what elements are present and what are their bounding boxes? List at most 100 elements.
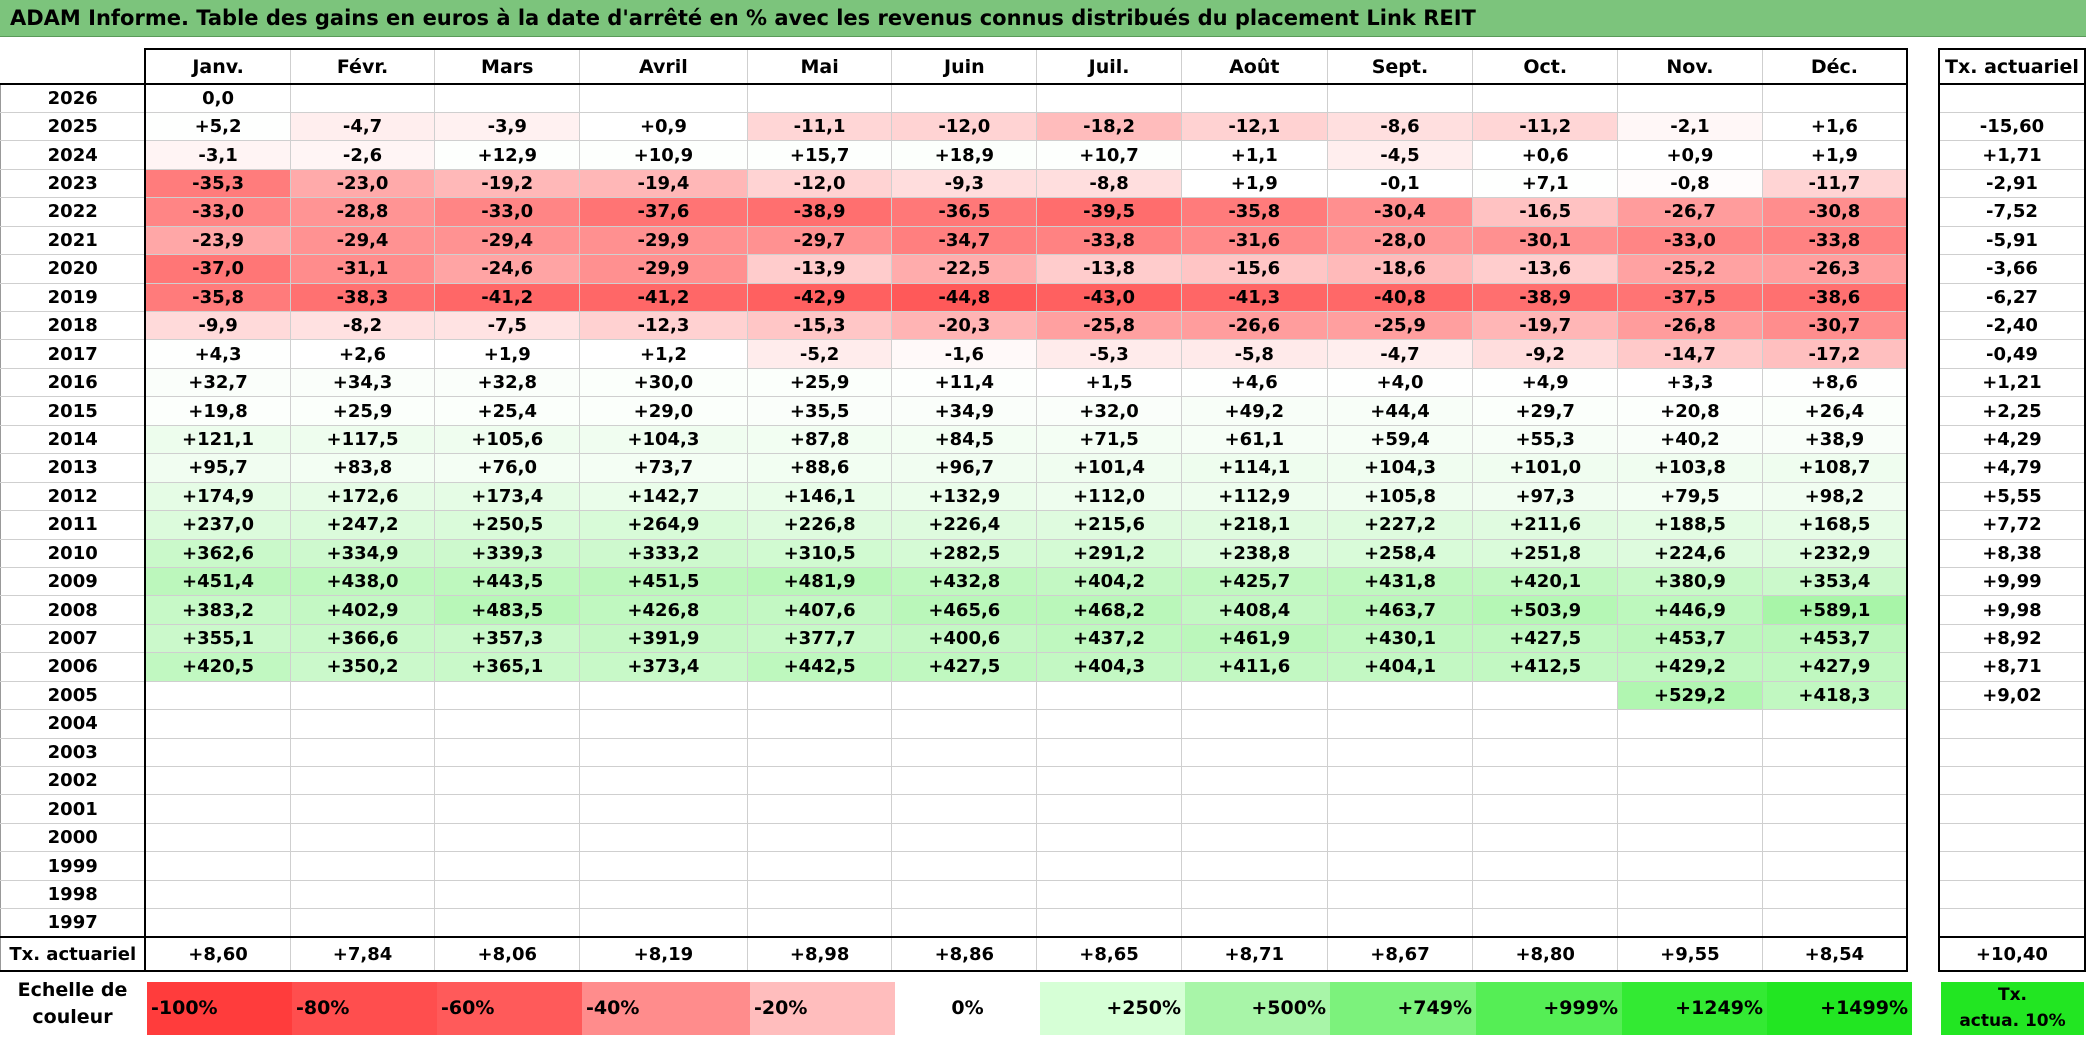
year-label: 2007 <box>0 623 147 654</box>
row-ta-value: -5,91 <box>1938 225 2086 256</box>
gain-cell: +400,6 <box>891 623 1038 654</box>
gain-cell: -25,8 <box>1036 310 1182 341</box>
gains-table: Janv. Févr. Mars Avril Mai Juin Juil. Août Sept.… <box>0 48 2086 973</box>
gain-cell <box>891 822 1038 853</box>
gain-cell: -35,8 <box>144 282 291 313</box>
gain-cell: -19,2 <box>434 168 581 199</box>
gain-cell <box>746 851 893 881</box>
gain-cell: -41,3 <box>1180 282 1328 313</box>
gain-cell: +503,9 <box>1472 595 1619 625</box>
gain-cell: +10,7 <box>1036 140 1182 170</box>
gain-cell <box>891 879 1038 910</box>
gain-cell: +20,8 <box>1617 396 1763 426</box>
gain-cell <box>1761 83 1908 113</box>
gain-cell: +353,4 <box>1761 566 1908 597</box>
gain-cell: -13,6 <box>1472 254 1619 284</box>
gain-cell: -28,8 <box>289 197 436 227</box>
gain-cell <box>1180 765 1328 796</box>
month-header: Juil. <box>1036 48 1182 85</box>
gain-cell <box>579 83 748 113</box>
gain-cell <box>289 908 436 938</box>
table-row: 2004 <box>0 709 2086 739</box>
gain-cell: +88,6 <box>746 453 893 483</box>
gain-cell: -41,2 <box>579 282 748 313</box>
footer-value: +9,55 <box>1617 936 1763 973</box>
column-gap <box>1906 851 1940 881</box>
gain-cell: +1,6 <box>1761 111 1908 142</box>
gain-cell: -4,5 <box>1326 140 1474 170</box>
gain-cell <box>746 908 893 938</box>
gain-cell <box>144 680 291 711</box>
gain-cell: +76,0 <box>434 453 581 483</box>
gain-cell <box>891 765 1038 796</box>
gain-cell: +44,4 <box>1326 396 1474 426</box>
gain-cell <box>144 908 291 938</box>
gain-cell: -15,6 <box>1180 254 1328 284</box>
column-gap <box>1906 283 1940 312</box>
ta-legend: Tx. actua. 10% <box>1941 982 2084 1035</box>
gain-cell: +226,4 <box>891 510 1038 540</box>
gain-cell <box>434 83 581 113</box>
column-gap <box>1906 880 1940 909</box>
gain-cell: +408,4 <box>1180 595 1328 625</box>
gain-cell: +3,3 <box>1617 367 1763 398</box>
table-row: 2006 +420,5 +350,2 +365,1 +373,4 +442,5 +427,5… <box>0 652 2086 682</box>
column-gap <box>1906 49 1940 84</box>
gain-cell <box>1761 794 1908 824</box>
gain-cell <box>1180 908 1328 938</box>
gain-cell: +227,2 <box>1326 510 1474 540</box>
gain-cell <box>1617 822 1763 853</box>
gain-cell <box>1472 680 1619 711</box>
row-ta-value: -2,40 <box>1938 310 2086 341</box>
column-gap <box>1906 794 1940 824</box>
gain-cell: -7,5 <box>434 310 581 341</box>
gain-cell: -26,7 <box>1617 197 1763 227</box>
scale-swatch: +250% <box>1040 982 1185 1035</box>
gain-cell <box>1761 851 1908 881</box>
row-ta-value: +8,92 <box>1938 623 2086 654</box>
gain-cell: +438,0 <box>289 566 436 597</box>
gain-cell: +404,3 <box>1036 652 1182 682</box>
scale-swatch: +1499% <box>1767 982 1912 1035</box>
column-gap <box>1906 539 1940 568</box>
table-row: 2007 +355,1 +366,6 +357,3 +391,9 +377,7 +400,6… <box>0 623 2086 654</box>
gain-cell: -22,5 <box>891 254 1038 284</box>
gain-cell: -4,7 <box>1326 339 1474 369</box>
table-row: 2024 -3,1 -2,6 +12,9 +10,9 +15,7 +18,9 +10,7 +1,… <box>0 140 2086 170</box>
gain-cell <box>144 851 291 881</box>
gain-cell: -23,0 <box>289 168 436 199</box>
gain-cell: +310,5 <box>746 538 893 568</box>
gain-cell <box>891 680 1038 711</box>
row-ta-value: +9,99 <box>1938 566 2086 597</box>
gain-cell: -29,9 <box>579 225 748 256</box>
gain-cell: +10,9 <box>579 140 748 170</box>
gain-cell: +339,3 <box>434 538 581 568</box>
gain-cell <box>1180 794 1328 824</box>
gain-cell <box>1036 908 1182 938</box>
gain-cell: -36,5 <box>891 197 1038 227</box>
table-row: 2022 -33,0 -28,8 -33,0 -37,6 -38,9 -36,5 -39,5-… <box>0 197 2086 227</box>
gain-cell: +215,6 <box>1036 510 1182 540</box>
scale-swatch: +999% <box>1476 982 1622 1035</box>
column-gap <box>1906 140 1940 170</box>
gain-cell: +366,6 <box>289 623 436 654</box>
row-ta-value: +4,29 <box>1938 424 2086 455</box>
row-ta-value <box>1938 737 2086 768</box>
gain-cell: -25,9 <box>1326 310 1474 341</box>
gain-cell <box>1036 879 1182 910</box>
gain-cell <box>891 737 1038 768</box>
column-gap <box>1906 823 1940 852</box>
column-gap <box>1906 482 1940 511</box>
gain-cell: +4,6 <box>1180 367 1328 398</box>
gain-cell <box>144 879 291 910</box>
gain-cell: +142,7 <box>579 481 748 512</box>
table-row: 2026 0,0 <box>0 83 2086 113</box>
gain-cell: -12,1 <box>1180 111 1328 142</box>
gain-cell: -1,6 <box>891 339 1038 369</box>
footer-value: +8,06 <box>434 936 581 973</box>
row-ta-value <box>1938 822 2086 853</box>
gain-cell: +425,7 <box>1180 566 1328 597</box>
month-header: Oct. <box>1472 48 1619 85</box>
table-row: 2003 <box>0 737 2086 768</box>
gain-cell <box>579 851 748 881</box>
